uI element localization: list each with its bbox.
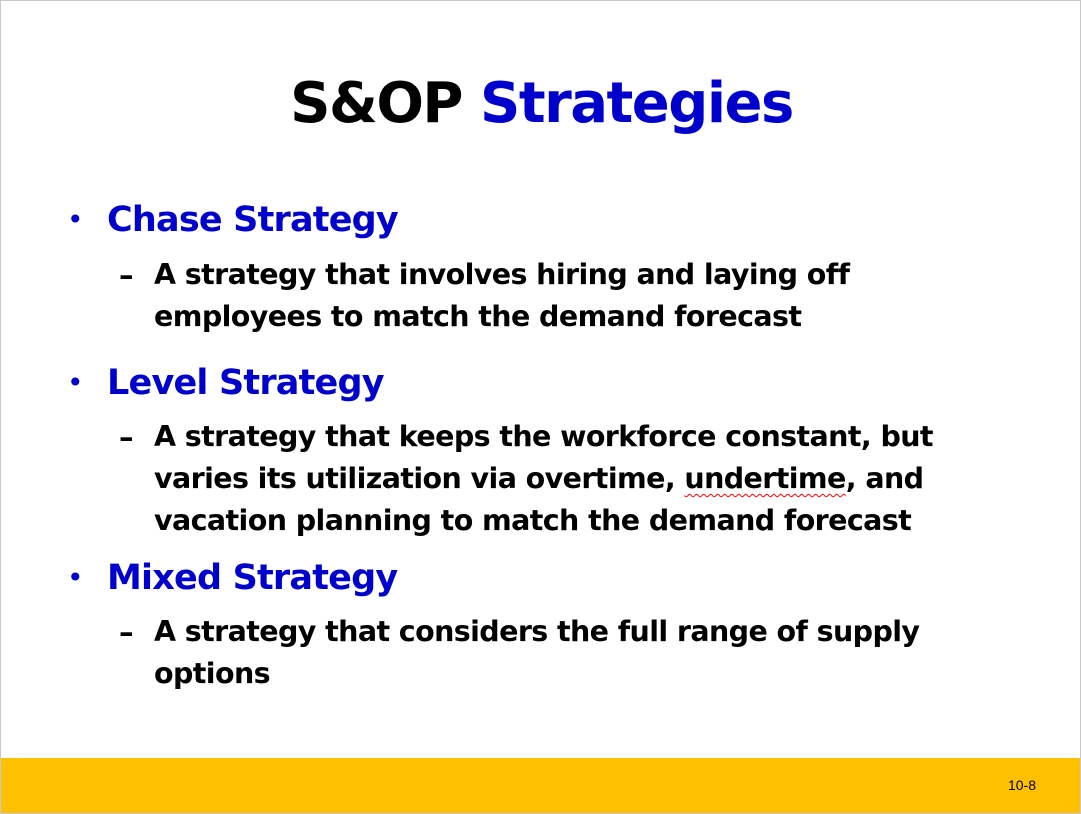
text-line: employees to match the demand forecast (154, 300, 802, 333)
text-line: varies its utilization via overtime, und… (154, 458, 984, 500)
footer-bar: 10-8 (1, 758, 1080, 813)
slide-title: S&OP Strategies (1, 67, 1080, 141)
text-line: vacation planning to match the demand fo… (154, 504, 912, 537)
text-segment: , and (845, 462, 924, 495)
bullet-label: Mixed Strategy (107, 558, 398, 598)
bullet-dot: • (67, 203, 84, 236)
bullet-dot: • (67, 561, 84, 594)
bullet-label: Level Strategy (107, 363, 385, 403)
title-blue-part: Strategies (479, 71, 794, 136)
title-black-part: S&OP (290, 71, 463, 136)
dash-marker: – (119, 420, 134, 454)
page-number: 10-8 (1007, 777, 1036, 793)
sub-bullet-text: A strategy that considers the full range… (154, 611, 984, 695)
sub-bullet-text: A strategy that involves hiring and layi… (154, 254, 984, 338)
spellcheck-flagged-word[interactable]: undertime (684, 462, 846, 495)
text-line: A strategy that keeps the workforce cons… (154, 420, 934, 453)
sub-bullet-text: A strategy that keeps the workforce cons… (154, 416, 984, 542)
bullet-dot: • (67, 366, 84, 399)
dash-marker: – (119, 615, 134, 649)
text-line: A strategy that involves hiring and layi… (154, 258, 850, 291)
bullet-label: Chase Strategy (107, 200, 399, 240)
text-segment: varies its utilization via overtime, (154, 462, 685, 495)
text-line: options (154, 657, 271, 690)
text-line: A strategy that considers the full range… (154, 615, 920, 648)
dash-marker: – (119, 258, 134, 292)
